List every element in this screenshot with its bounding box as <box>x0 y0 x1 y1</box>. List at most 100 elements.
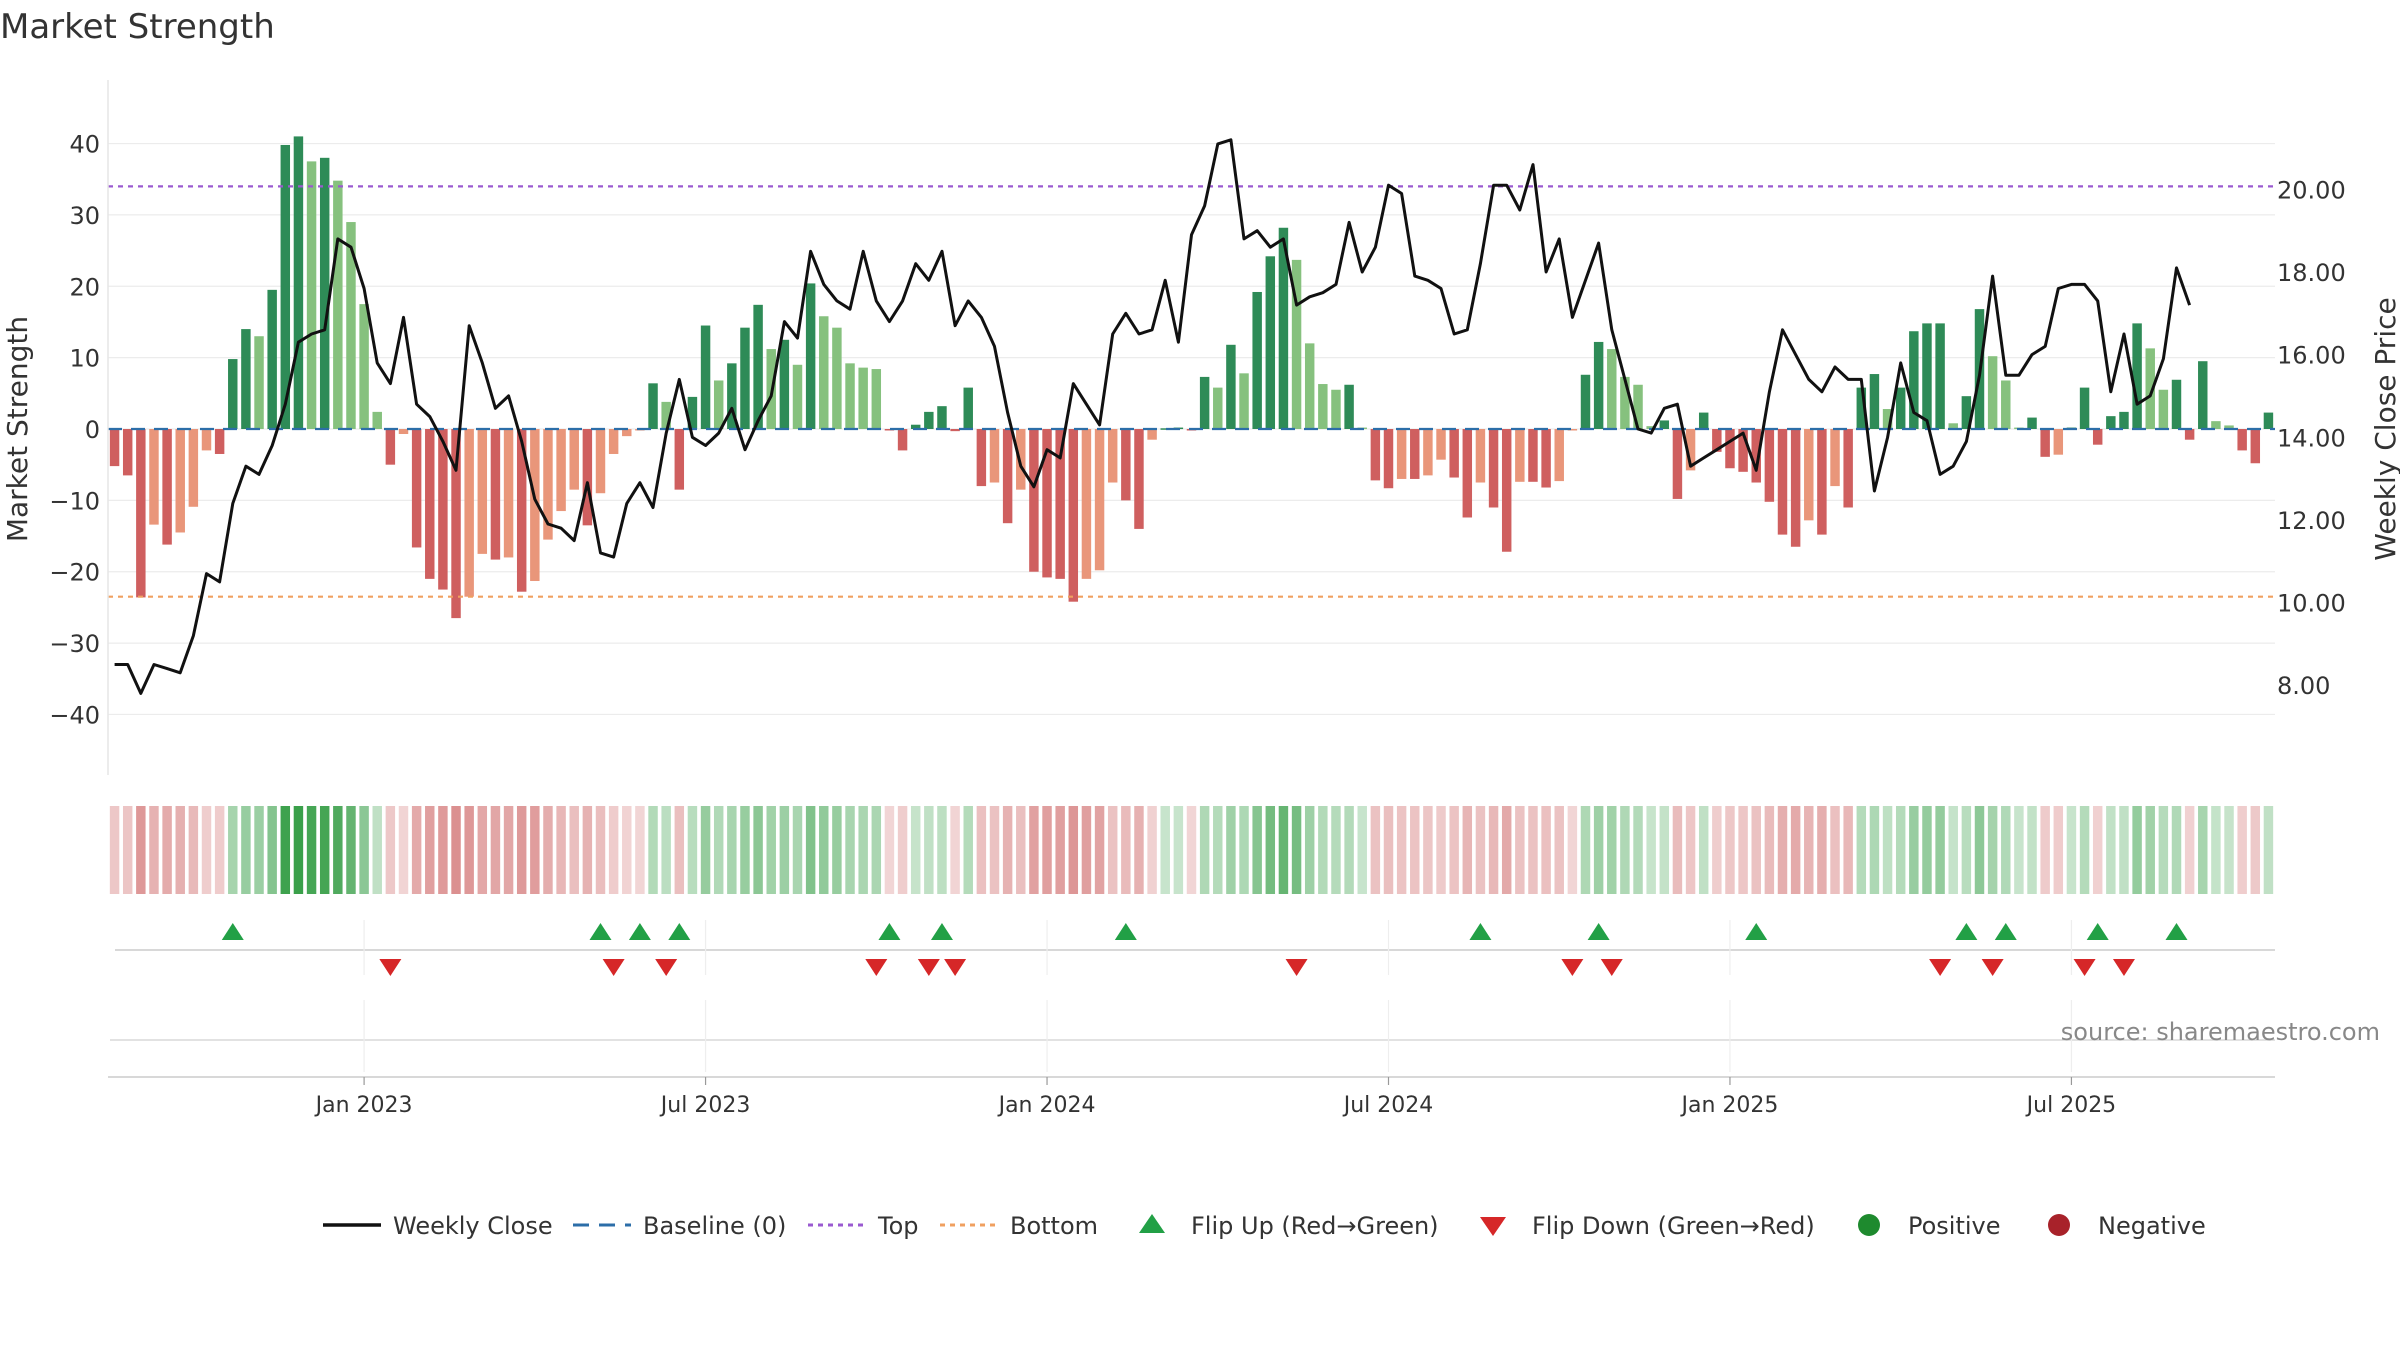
strength-bar <box>1554 429 1564 482</box>
legend-label: Bottom <box>1010 1212 1098 1240</box>
heat-cell <box>136 806 146 894</box>
strength-bar <box>569 429 579 490</box>
strength-bar <box>1698 412 1709 429</box>
heat-cell <box>2250 806 2261 894</box>
left-tick-label: 20 <box>69 273 100 301</box>
heat-cell <box>976 806 987 894</box>
strength-bar <box>280 144 291 430</box>
strength-bar <box>306 161 317 430</box>
strength-bar <box>2171 379 2182 429</box>
heat-cell <box>1055 806 1065 894</box>
strength-bar <box>319 157 330 429</box>
heat-cell <box>2053 806 2064 894</box>
strength-bar <box>1830 429 1840 487</box>
heat-cell <box>845 806 855 894</box>
strength-bar <box>1856 387 1867 429</box>
heat-cell <box>1042 806 1052 894</box>
strength-bar <box>1213 387 1223 429</box>
heat-cell <box>2066 806 2077 894</box>
x-tick-label: Jul 2024 <box>1342 1093 1434 1118</box>
strength-bar <box>1278 227 1289 429</box>
strength-bar <box>1869 374 1880 429</box>
flip-down-marker <box>1929 959 1952 976</box>
heat-cell <box>1488 806 1499 894</box>
strength-bar <box>582 429 593 526</box>
heat-cell <box>2171 806 2182 894</box>
strength-bar <box>1462 429 1473 518</box>
heat-cell <box>1961 806 1972 894</box>
strength-bar <box>1291 259 1302 429</box>
strength-bar <box>149 429 159 525</box>
strength-bar <box>451 429 461 619</box>
heat-cell <box>727 806 737 894</box>
heat-cell <box>1830 806 1840 894</box>
heat-cell <box>950 806 960 894</box>
heat-cell <box>188 806 199 894</box>
strength-bar <box>1081 429 1092 579</box>
heat-cell <box>1738 806 1748 894</box>
strength-bar <box>1646 426 1656 429</box>
strength-bar <box>779 339 790 429</box>
heat-cell <box>1318 806 1328 894</box>
heat-cell <box>1199 806 1210 894</box>
heat-cell <box>1278 806 1289 894</box>
flip-down-marker <box>1285 959 1308 976</box>
strength-bar <box>2119 411 2129 429</box>
legend-swatch-dot <box>2048 1214 2070 1236</box>
heat-cell <box>871 806 882 894</box>
strength-bar <box>1909 331 1919 429</box>
heat-cell <box>1396 806 1407 894</box>
heat-cell <box>1974 806 1985 894</box>
heat-cell <box>2119 806 2129 894</box>
heat-cell <box>595 806 606 894</box>
flip-up-marker <box>2165 923 2188 940</box>
flip-up-marker <box>2086 923 2109 940</box>
axes: 40 30 20 10 0 −10 −20 −30 −40 20.00 18.00 16.00 14.0… <box>1 80 2400 1118</box>
heat-cell <box>346 806 356 894</box>
strength-bar <box>1344 384 1354 429</box>
flip-down-marker <box>602 959 625 976</box>
heat-cell <box>884 806 895 894</box>
heat-cell <box>451 806 461 894</box>
heat-cell <box>1856 806 1867 894</box>
legend-label: Positive <box>1908 1212 2001 1240</box>
heat-cell <box>2198 806 2208 894</box>
heat-cell <box>162 806 172 894</box>
heat-cell <box>1107 806 1118 894</box>
strength-bar <box>109 429 120 467</box>
strength-bar <box>1239 373 1249 429</box>
strength-bar <box>1790 429 1801 547</box>
strength-bar <box>1804 429 1814 521</box>
heat-cell <box>779 806 790 894</box>
strength-bar <box>608 429 619 454</box>
heat-cell <box>1068 806 1079 894</box>
heat-cell <box>2079 806 2090 894</box>
strength-bar <box>1002 429 1013 524</box>
left-tick-label: 40 <box>69 131 100 159</box>
strength-bar <box>2145 348 2155 429</box>
strength-bar <box>530 429 540 582</box>
heat-cell <box>1948 806 1958 894</box>
strength-bar <box>1777 429 1788 535</box>
strength-bar <box>1094 429 1105 571</box>
heat-cell <box>267 806 277 894</box>
heat-cell <box>897 806 908 894</box>
strength-bar <box>1948 423 1958 429</box>
heat-cell <box>2237 806 2247 894</box>
heat-cell <box>2211 806 2221 894</box>
heat-cell <box>2027 806 2037 894</box>
heat-cell <box>490 806 501 894</box>
heat-cell <box>530 806 540 894</box>
strength-bar <box>1107 429 1118 483</box>
heat-cell <box>2158 806 2169 894</box>
reference-lines <box>108 185 2275 598</box>
strength-bar <box>293 136 304 429</box>
strength-bar <box>2053 429 2064 455</box>
heat-cell <box>1121 806 1131 894</box>
strength-bar <box>1383 429 1394 489</box>
heat-cell <box>1383 806 1394 894</box>
strength-bar <box>1423 429 1433 476</box>
heat-cell <box>582 806 593 894</box>
strength-bar <box>950 429 960 432</box>
